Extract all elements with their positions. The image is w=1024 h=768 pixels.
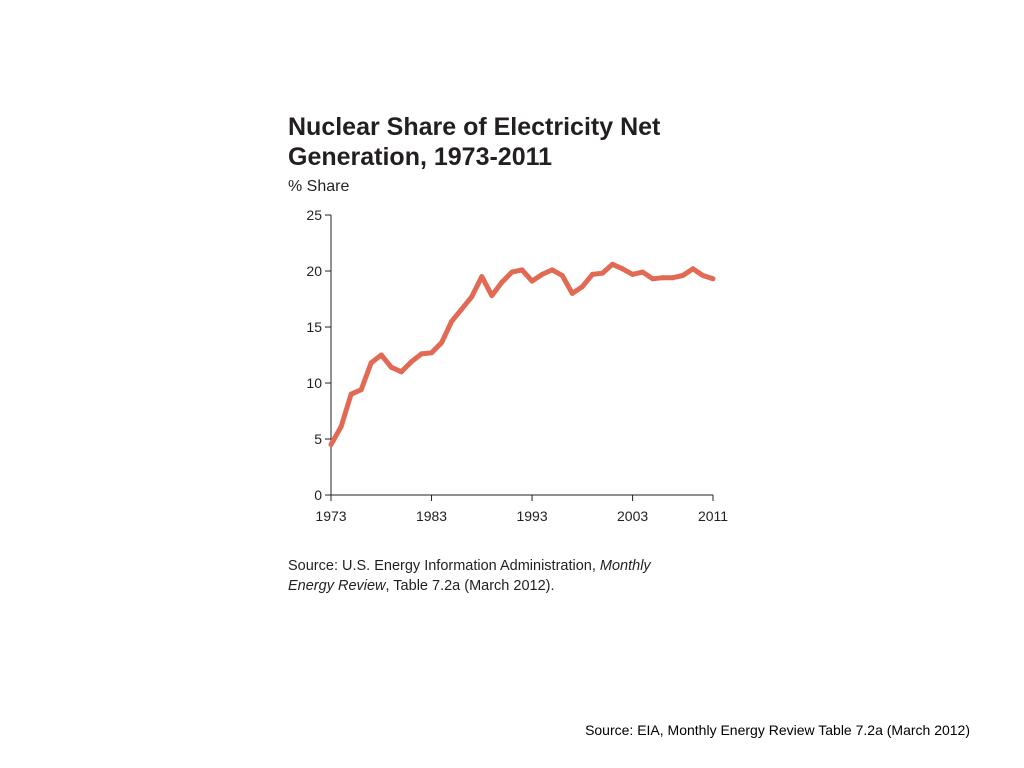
data-point-1986 bbox=[459, 306, 465, 312]
data-point-2009 bbox=[690, 266, 696, 272]
data-point-1978 bbox=[378, 352, 384, 358]
y-tick-label: 25 bbox=[306, 207, 322, 223]
data-point-2010 bbox=[700, 273, 706, 278]
y-tick-label: 0 bbox=[314, 487, 322, 503]
data-point-2000 bbox=[599, 270, 605, 276]
data-point-1992 bbox=[519, 267, 525, 273]
y-tick-label: 5 bbox=[314, 431, 322, 447]
data-point-2011 bbox=[710, 276, 716, 282]
data-point-1984 bbox=[439, 340, 445, 346]
data-point-1999 bbox=[589, 271, 595, 277]
data-point-1988 bbox=[479, 274, 485, 280]
data-point-1974 bbox=[338, 424, 344, 430]
figure-source-prefix: Source: U.S. Energy Information Administ… bbox=[288, 558, 600, 574]
x-tick-label: 1993 bbox=[516, 508, 547, 524]
data-point-1983 bbox=[429, 350, 434, 356]
data-point-1980 bbox=[398, 369, 404, 375]
y-tick-label: 20 bbox=[306, 263, 322, 279]
figure-source-italic-2: Energy Review bbox=[288, 578, 386, 594]
data-point-2004 bbox=[640, 269, 646, 275]
data-point-1990 bbox=[499, 279, 505, 285]
data-point-2008 bbox=[680, 273, 686, 278]
data-point-2007 bbox=[670, 275, 676, 281]
data-point-1991 bbox=[509, 269, 515, 275]
data-point-1996 bbox=[559, 273, 565, 278]
x-tick-label: 1983 bbox=[416, 508, 447, 524]
data-point-1993 bbox=[529, 278, 535, 284]
data-point-1973 bbox=[328, 442, 334, 448]
data-point-2003 bbox=[630, 271, 636, 277]
series-line-nuclear-share bbox=[328, 261, 714, 446]
data-point-1979 bbox=[388, 364, 394, 370]
data-point-2001 bbox=[610, 261, 615, 267]
chart-title: Nuclear Share of Electricity Net Generat… bbox=[288, 112, 748, 172]
data-point-1995 bbox=[549, 267, 555, 273]
data-point-1982 bbox=[419, 351, 424, 357]
y-tick-label: 15 bbox=[306, 319, 322, 335]
figure-source-suffix: , Table 7.2a (March 2012). bbox=[385, 578, 555, 594]
data-point-1975 bbox=[348, 391, 354, 397]
data-point-1998 bbox=[579, 284, 585, 290]
y-axis-label: % Share bbox=[288, 178, 350, 195]
x-tick-label: 2003 bbox=[617, 508, 648, 524]
chart-title-line-2: Generation, 1973-2011 bbox=[288, 143, 553, 171]
chart-title-line-1: Nuclear Share of Electricity Net bbox=[288, 113, 661, 141]
x-tick-label: 2011 bbox=[698, 508, 728, 524]
figure-source-note: Source: U.S. Energy Information Administ… bbox=[288, 556, 728, 596]
figure-source-italic-1: Monthly bbox=[599, 558, 651, 574]
data-point-1977 bbox=[368, 360, 374, 366]
data-point-2002 bbox=[620, 266, 625, 272]
slide-source-note: Source: EIA, Monthly Energy Review Table… bbox=[585, 722, 970, 738]
data-point-2006 bbox=[660, 275, 666, 281]
data-point-1976 bbox=[358, 387, 364, 393]
data-point-1981 bbox=[408, 359, 414, 365]
data-point-1987 bbox=[469, 294, 475, 300]
y-tick-label: 10 bbox=[306, 375, 322, 391]
data-point-1985 bbox=[449, 318, 455, 324]
x-tick-label: 1973 bbox=[315, 508, 346, 524]
data-point-1994 bbox=[539, 271, 545, 277]
data-point-1997 bbox=[569, 290, 575, 296]
data-point-2005 bbox=[650, 276, 656, 282]
data-point-1989 bbox=[489, 293, 495, 299]
